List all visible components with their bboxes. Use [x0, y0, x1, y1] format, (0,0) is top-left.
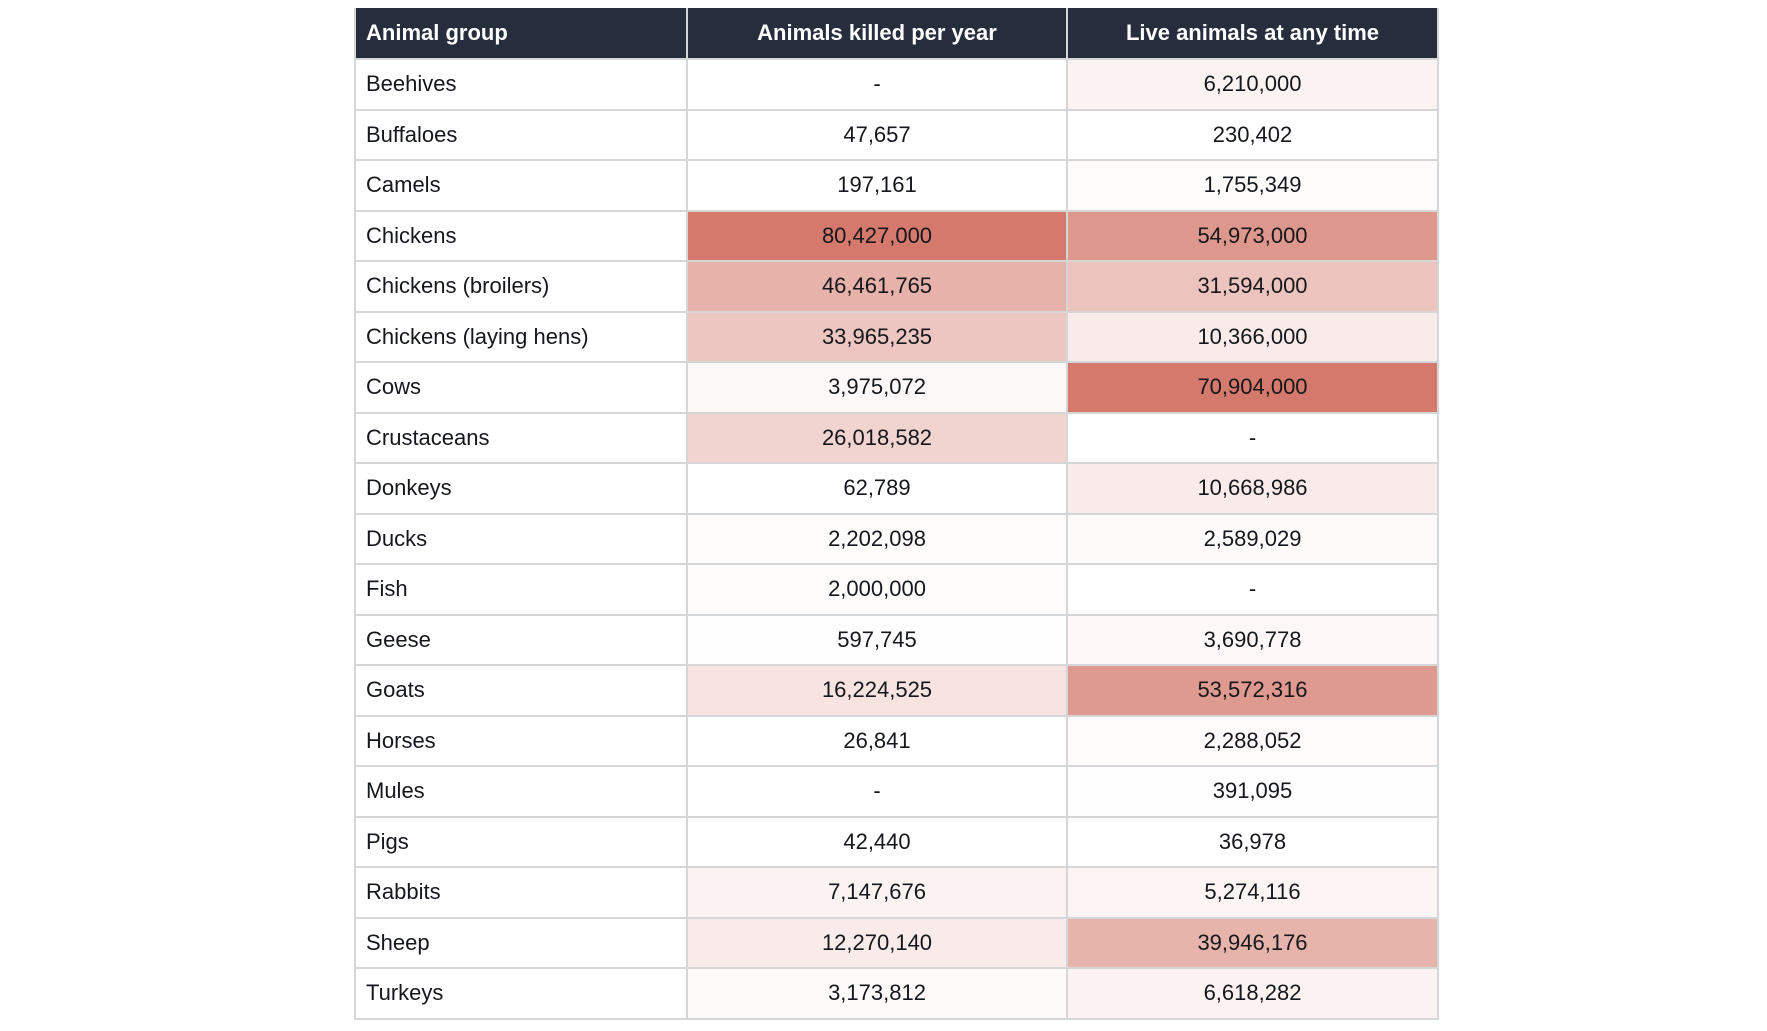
killed-per-year-cell: - [686, 765, 1068, 818]
killed-per-year-cell: - [686, 58, 1068, 111]
killed-per-year-cell: 47,657 [686, 108, 1068, 161]
animal-group-cell: Fish [354, 563, 688, 616]
table-row: Cows 3,975,072 70,904,000 [354, 361, 1439, 414]
table-row: Beehives -6,210,000 [354, 58, 1439, 111]
live-animals-cell: - [1066, 563, 1439, 616]
live-animals-cell: 10,366,000 [1066, 310, 1439, 363]
killed-per-year-cell: 33,965,235 [686, 310, 1068, 363]
killed-per-year-cell: 12,270,140 [686, 916, 1068, 969]
live-animals-cell: 70,904,000 [1066, 361, 1439, 414]
live-animals-cell: 2,288,052 [1066, 714, 1439, 767]
live-animals-cell: 3,690,778 [1066, 613, 1439, 666]
column-header-animal-group: Animal group [354, 8, 688, 60]
table-row: Sheep 12,270,140 39,946,176 [354, 916, 1439, 969]
live-animals-cell: 1,755,349 [1066, 159, 1439, 212]
animal-group-cell: Rabbits [354, 866, 688, 919]
table-row: Buffaloes 47,657 230,402 [354, 108, 1439, 161]
killed-per-year-cell: 46,461,765 [686, 260, 1068, 313]
live-animals-cell: 2,589,029 [1066, 512, 1439, 565]
animal-group-cell: Chickens [354, 209, 688, 262]
live-animals-cell: 36,978 [1066, 815, 1439, 868]
table-row: Turkeys 3,173,812 6,618,282 [354, 967, 1439, 1020]
table-row: Pigs 42,440 36,978 [354, 815, 1439, 868]
live-animals-cell: 6,618,282 [1066, 967, 1439, 1020]
animal-group-cell: Goats [354, 664, 688, 717]
killed-per-year-cell: 3,975,072 [686, 361, 1068, 414]
live-animals-cell: 6,210,000 [1066, 58, 1439, 111]
live-animals-cell: 39,946,176 [1066, 916, 1439, 969]
animal-stats-table: Animal group Animals killed per year Liv… [354, 8, 1439, 1020]
killed-per-year-cell: 2,202,098 [686, 512, 1068, 565]
table-row: Fish 2,000,000- [354, 563, 1439, 616]
live-animals-cell: 31,594,000 [1066, 260, 1439, 313]
live-animals-cell: 10,668,986 [1066, 462, 1439, 515]
animal-group-cell: Ducks [354, 512, 688, 565]
live-animals-cell: 230,402 [1066, 108, 1439, 161]
animal-group-cell: Camels [354, 159, 688, 212]
table-row: Chickens 80,427,000 54,973,000 [354, 209, 1439, 262]
table-row: Camels 197,161 1,755,349 [354, 159, 1439, 212]
live-animals-cell: 54,973,000 [1066, 209, 1439, 262]
animal-group-cell: Chickens (laying hens) [354, 310, 688, 363]
table-row: Goats 16,224,525 53,572,316 [354, 664, 1439, 717]
table-row: Geese 597,745 3,690,778 [354, 613, 1439, 666]
animal-group-cell: Cows [354, 361, 688, 414]
killed-per-year-cell: 16,224,525 [686, 664, 1068, 717]
killed-per-year-cell: 2,000,000 [686, 563, 1068, 616]
killed-per-year-cell: 26,018,582 [686, 411, 1068, 464]
killed-per-year-cell: 62,789 [686, 462, 1068, 515]
killed-per-year-cell: 597,745 [686, 613, 1068, 666]
animal-group-cell: Turkeys [354, 967, 688, 1020]
killed-per-year-cell: 26,841 [686, 714, 1068, 767]
table-row: Mules -391,095 [354, 765, 1439, 818]
killed-per-year-cell: 197,161 [686, 159, 1068, 212]
table-row: Crustaceans 26,018,582- [354, 411, 1439, 464]
animal-group-cell: Sheep [354, 916, 688, 969]
table-header-row: Animal group Animals killed per year Liv… [354, 8, 1439, 60]
animal-group-cell: Mules [354, 765, 688, 818]
animal-group-cell: Geese [354, 613, 688, 666]
killed-per-year-cell: 3,173,812 [686, 967, 1068, 1020]
table-row: Ducks 2,202,098 2,589,029 [354, 512, 1439, 565]
animal-group-cell: Chickens (broilers) [354, 260, 688, 313]
column-header-animals-killed-per-year: Animals killed per year [686, 8, 1068, 60]
table-row: Chickens (broilers) 46,461,765 31,594,000 [354, 260, 1439, 313]
killed-per-year-cell: 80,427,000 [686, 209, 1068, 262]
animal-group-cell: Pigs [354, 815, 688, 868]
live-animals-cell: 391,095 [1066, 765, 1439, 818]
table-row: Rabbits 7,147,676 5,274,116 [354, 866, 1439, 919]
table-row: Donkeys 62,789 10,668,986 [354, 462, 1439, 515]
live-animals-cell: 5,274,116 [1066, 866, 1439, 919]
animal-group-cell: Beehives [354, 58, 688, 111]
table-body: Beehives -6,210,000 Buffaloes 47,657 230,402… [354, 58, 1439, 1020]
table-row: Horses 26,841 2,288,052 [354, 714, 1439, 767]
table-row: Chickens (laying hens) 33,965,235 10,366,0… [354, 310, 1439, 363]
killed-per-year-cell: 42,440 [686, 815, 1068, 868]
animal-group-cell: Donkeys [354, 462, 688, 515]
live-animals-cell: 53,572,316 [1066, 664, 1439, 717]
animal-statistics-table-container: Animal group Animals killed per year Liv… [354, 8, 1439, 1020]
live-animals-cell: - [1066, 411, 1439, 464]
animal-group-cell: Buffaloes [354, 108, 688, 161]
animal-group-cell: Horses [354, 714, 688, 767]
column-header-live-animals-at-any-time: Live animals at any time [1066, 8, 1439, 60]
killed-per-year-cell: 7,147,676 [686, 866, 1068, 919]
animal-group-cell: Crustaceans [354, 411, 688, 464]
